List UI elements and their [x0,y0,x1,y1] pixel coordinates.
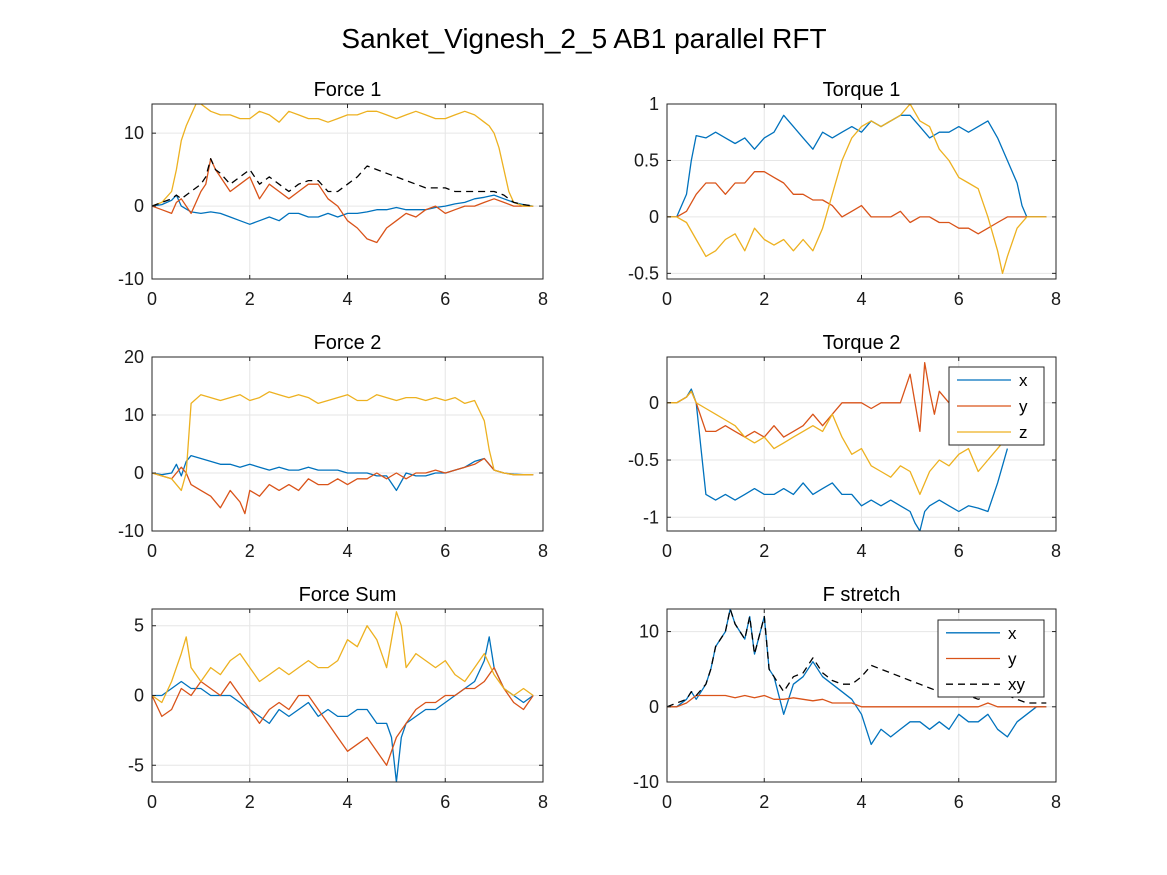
x-tick-label: 0 [662,792,672,812]
figure-title: Sanket_Vignesh_2_5 AB1 parallel RFT [341,23,826,54]
series-line-x [667,388,1009,531]
axes-title: Force 2 [314,332,382,354]
series-line-y [667,362,1008,438]
y-tick-label: 0 [649,207,659,227]
series-line-z [152,391,534,492]
y-tick-label: 0 [134,196,144,216]
legend: xyz [948,366,1045,446]
x-tick-label: 8 [1051,792,1061,812]
axes-title: F stretch [823,584,901,606]
axes-title: Torque 2 [823,332,901,354]
x-tick-label: 8 [1051,541,1061,561]
x-tick-label: 4 [342,289,352,309]
series-line-xy [152,158,534,207]
y-tick-label: 10 [639,622,659,642]
x-tick-label: 8 [538,289,548,309]
series-line-x [152,194,534,225]
x-tick-label: 8 [538,541,548,561]
y-tick-label: 5 [134,616,144,636]
axes-torque2: 0 2 4 6 8 -1 -0.5 0 Torque 2 xyz [628,332,1061,561]
series-line-z [152,104,534,207]
series-line-z [152,611,534,704]
x-tick-label: 4 [342,541,352,561]
y-tick-label: -10 [118,521,144,541]
x-tick-label: 2 [759,289,769,309]
x-tick-label: 6 [954,792,964,812]
x-tick-label: 0 [147,289,157,309]
y-tick-label: -10 [118,269,144,289]
y-tick-label: 1 [649,94,659,114]
y-tick-label: 0 [649,393,659,413]
axes-title: Torque 1 [823,79,901,101]
x-tick-label: 4 [342,792,352,812]
y-tick-label: 0 [649,697,659,717]
y-tick-label: -10 [633,772,659,792]
x-tick-label: 0 [662,289,672,309]
x-tick-label: 6 [440,289,450,309]
legend: xy xy [937,619,1045,698]
series-line-y [152,158,534,244]
x-tick-label: 2 [245,792,255,812]
series-line-z [667,390,1008,496]
axes-title: Force 1 [314,79,382,101]
y-tick-label: -0.5 [628,263,659,283]
legend-label-y: y [1008,650,1017,669]
x-tick-label: 0 [147,541,157,561]
x-tick-label: 0 [147,792,157,812]
x-tick-label: 2 [759,792,769,812]
series-line-y [152,666,534,766]
series-line-xy [667,609,1047,708]
legend-label-xy: xy [1008,675,1026,694]
axes-title: Force Sum [299,584,397,606]
y-tick-label: -1 [643,507,659,527]
y-tick-label: 10 [124,123,144,143]
x-tick-label: 0 [662,541,672,561]
x-tick-label: 4 [856,289,866,309]
x-tick-label: 6 [954,541,964,561]
x-tick-label: 2 [245,289,255,309]
series-line-y [152,457,534,515]
y-tick-label: 10 [124,405,144,425]
series-line-z [667,104,1047,275]
legend-label-x: x [1019,371,1028,390]
legend-label-z: z [1019,423,1028,442]
y-tick-label: -0.5 [628,450,659,470]
x-tick-label: 2 [759,541,769,561]
x-tick-label: 6 [440,792,450,812]
x-tick-label: 2 [245,541,255,561]
x-tick-label: 4 [856,792,866,812]
y-tick-label: 0 [134,686,144,706]
legend-label-x: x [1008,624,1017,643]
y-tick-label: 20 [124,347,144,367]
y-tick-label: -5 [128,755,144,775]
series-line-x [667,114,1047,218]
x-tick-label: 6 [954,289,964,309]
y-tick-label: 0 [134,463,144,483]
y-tick-label: 0.5 [634,150,659,170]
series-line-x [667,609,1047,746]
series-line-y [667,694,1047,708]
x-tick-label: 8 [1051,289,1061,309]
series-line-y [667,171,1047,235]
x-tick-label: 6 [440,541,450,561]
legend-label-y: y [1019,397,1028,416]
x-tick-label: 8 [538,792,548,812]
x-tick-label: 4 [856,541,866,561]
